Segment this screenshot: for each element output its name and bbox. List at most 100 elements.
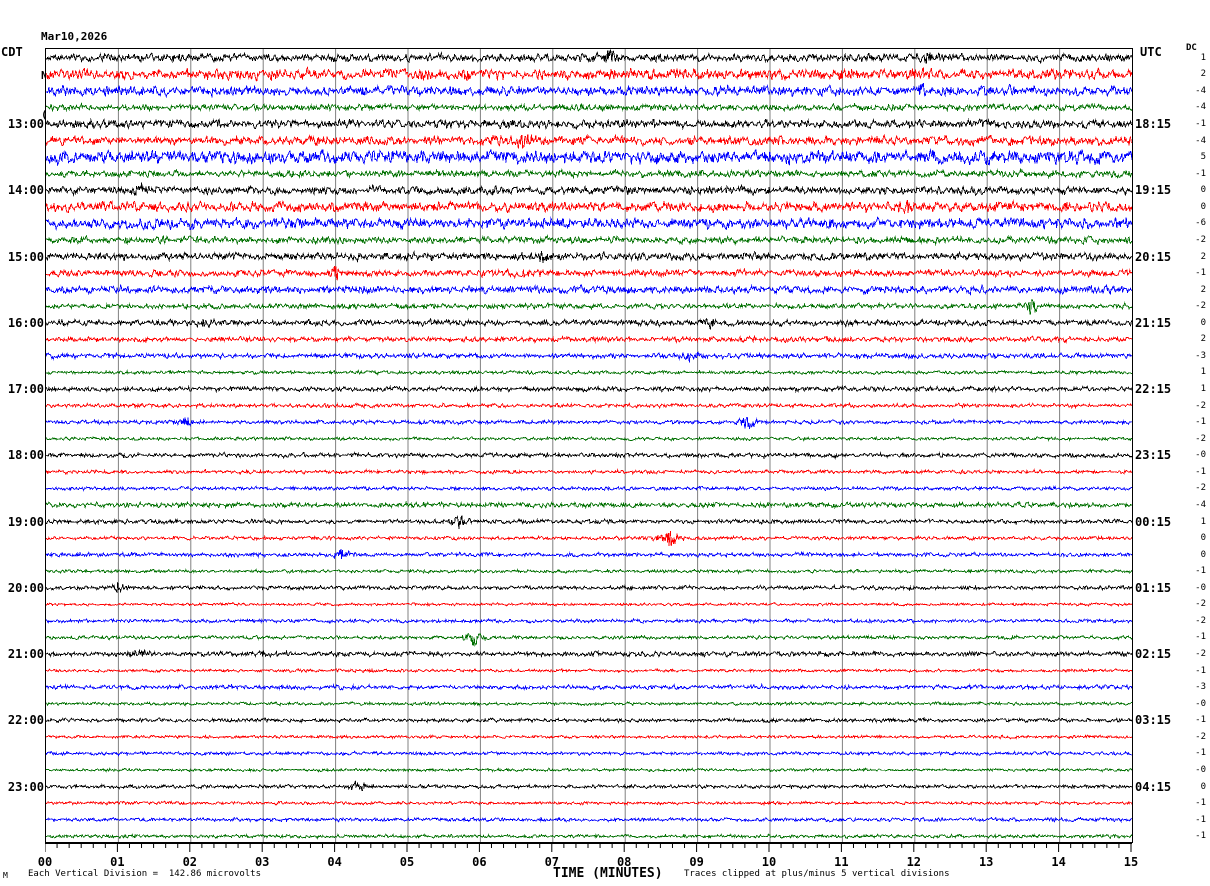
- right-time-label: 22:15: [1135, 382, 1172, 397]
- x-axis-title: TIME (MINUTES): [553, 866, 663, 881]
- dc-offset-value: 5: [1200, 152, 1206, 163]
- trace-row: [46, 48, 1132, 65]
- dc-offset-value: -0: [1195, 764, 1206, 775]
- x-tick-label: 09: [689, 855, 704, 869]
- trace-row: [46, 83, 1132, 98]
- dc-offset-value: -1: [1195, 748, 1206, 759]
- trace-row: [46, 451, 1132, 460]
- dc-offset-value: -3: [1195, 350, 1206, 361]
- dc-offset-value: -2: [1195, 615, 1206, 626]
- dc-offset-value: 0: [1200, 317, 1206, 328]
- dc-offset-value: -2: [1195, 234, 1206, 245]
- right-time-label: 01:15: [1135, 580, 1172, 595]
- trace-row: [46, 716, 1132, 724]
- x-axis-tick-labels: 00 01 02 03 04 05 06 07 08 09 10 11 12 13 14 15: [0, 855, 1210, 869]
- dc-offset-value: 0: [1200, 533, 1206, 544]
- dc-offset-value: -4: [1195, 499, 1206, 510]
- x-tick-label: 07: [544, 855, 560, 869]
- left-time-label: 19:00: [7, 514, 44, 529]
- trace-row: [46, 767, 1132, 773]
- trace-row: [46, 66, 1132, 83]
- x-tick-label: 00: [37, 855, 53, 869]
- trace-row: [46, 601, 1132, 607]
- dc-offset-value: 0: [1200, 201, 1206, 212]
- x-tick-label: 10: [761, 855, 777, 869]
- left-time-label: 16:00: [7, 315, 44, 330]
- dc-offset-value: -2: [1195, 301, 1206, 312]
- trace-row: [46, 779, 1132, 792]
- right-time-label: 21:15: [1135, 315, 1172, 330]
- trace-row: [46, 416, 1132, 430]
- right-time-label: 20:15: [1135, 249, 1172, 264]
- trace-row: [46, 667, 1132, 674]
- left-time-label: 13:00: [7, 117, 44, 132]
- dc-offset-value: -1: [1195, 119, 1206, 130]
- dc-offset-value: -0: [1195, 698, 1206, 709]
- dc-offset-value: -1: [1195, 417, 1206, 428]
- trace-row: [46, 649, 1132, 659]
- trace-row: [46, 167, 1132, 180]
- dc-offset-value: -1: [1195, 168, 1206, 179]
- dc-offset-value: -1: [1195, 665, 1206, 676]
- dc-offset-value: -1: [1195, 566, 1206, 577]
- trace-row: [46, 298, 1132, 315]
- dc-offset-value: -4: [1195, 85, 1206, 96]
- trace-row: [46, 266, 1132, 281]
- trace-row: [46, 549, 1132, 560]
- right-timezone-label: UTC: [1140, 45, 1162, 59]
- dc-offset-value: 2: [1200, 284, 1206, 295]
- x-tick-label: 12: [906, 855, 922, 869]
- dc-offset-value: 1: [1200, 367, 1206, 378]
- dc-offset-value: -0: [1195, 450, 1206, 461]
- dc-offset-value: -3: [1195, 682, 1206, 693]
- trace-row: [46, 632, 1132, 647]
- left-time-label: 22:00: [7, 713, 44, 728]
- dc-offset-value: -2: [1195, 483, 1206, 494]
- right-time-label: 02:15: [1135, 647, 1172, 662]
- x-tick-label: 13: [978, 855, 994, 869]
- seismogram-traces: [46, 48, 1132, 843]
- x-tick-label: 08: [616, 855, 632, 869]
- x-tick-label: 03: [254, 855, 270, 869]
- left-time-label: 20:00: [7, 580, 44, 595]
- trace-row: [46, 514, 1132, 530]
- trace-row: [46, 317, 1132, 330]
- left-time-label: 21:00: [7, 647, 44, 662]
- trace-row: [46, 485, 1132, 492]
- left-time-label: 18:00: [7, 448, 44, 463]
- trace-row: [46, 568, 1132, 575]
- left-time-label: 15:00: [7, 249, 44, 264]
- trace-row: [46, 401, 1132, 410]
- dc-offset-value: 2: [1200, 251, 1206, 262]
- trace-row: [46, 369, 1132, 376]
- x-tick-label: 04: [327, 855, 342, 869]
- x-tick-label: 02: [182, 855, 198, 869]
- trace-row: [46, 582, 1132, 594]
- trace-row: [46, 700, 1132, 707]
- dc-offset-value: -6: [1195, 218, 1206, 229]
- trace-row: [46, 199, 1132, 215]
- right-time-label: 23:15: [1135, 448, 1172, 463]
- x-axis-ticks: [45, 843, 1132, 855]
- dc-offset-value: -2: [1195, 433, 1206, 444]
- right-time-label: 00:15: [1135, 514, 1172, 529]
- helicorder-plot[interactable]: [45, 48, 1133, 843]
- trace-row: [46, 617, 1132, 625]
- trace-row: [46, 216, 1132, 231]
- vertical-scale-note: Each Vertical Division = 142.86 microvol…: [28, 869, 261, 879]
- dc-offset-value: -4: [1195, 102, 1206, 113]
- dc-offset-value: 0: [1200, 549, 1206, 560]
- trace-row: [46, 117, 1132, 131]
- dc-offset-value: -1: [1195, 466, 1206, 477]
- dc-offset-value: 2: [1200, 334, 1206, 345]
- x-tick-label: 01: [110, 855, 125, 869]
- dc-offset-value: 1: [1200, 516, 1206, 527]
- trace-row: [46, 816, 1132, 824]
- dc-offset-value: -1: [1195, 798, 1206, 809]
- dc-offset-value: -2: [1195, 731, 1206, 742]
- right-time-label: 03:15: [1135, 713, 1172, 728]
- trace-row: [46, 800, 1132, 807]
- dc-offset-value: -1: [1195, 632, 1206, 643]
- record-date: Mar10,2026: [41, 30, 108, 43]
- x-tick-label: 05: [399, 855, 415, 869]
